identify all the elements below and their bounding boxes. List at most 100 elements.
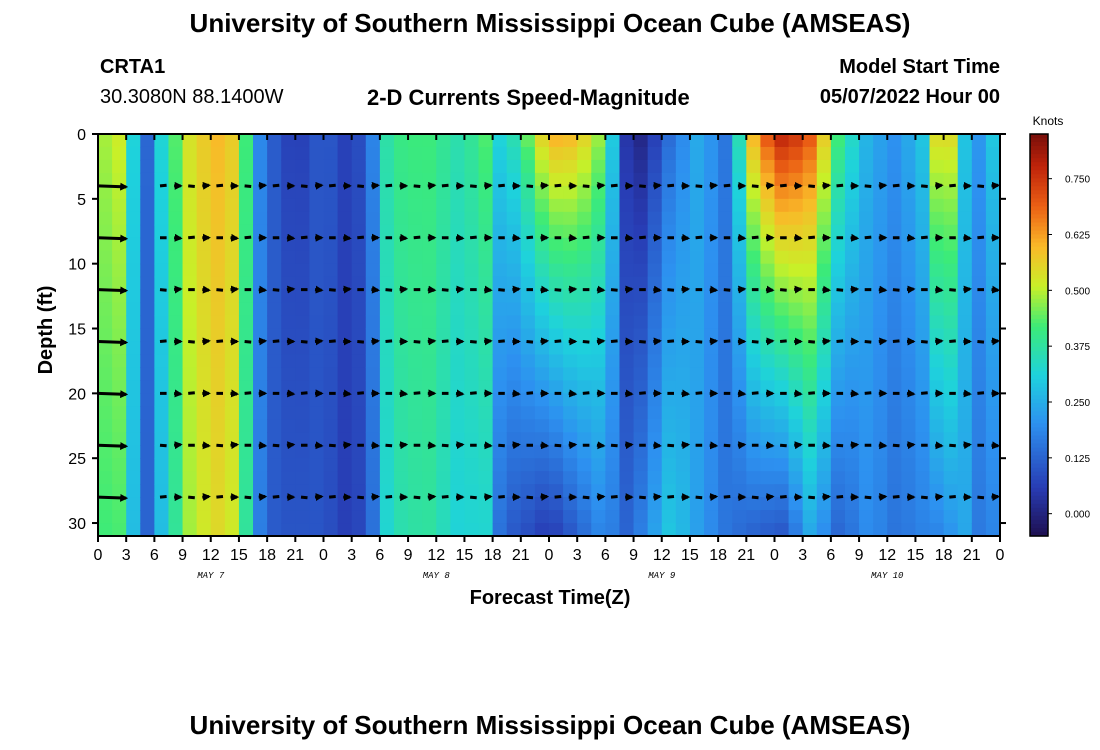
heatmap-cell [112, 471, 127, 485]
heatmap-cell [182, 302, 198, 317]
heatmap-cell [802, 289, 818, 304]
heatmap-cell [844, 380, 860, 394]
heatmap-cell [605, 185, 621, 200]
heatmap-cell [675, 341, 691, 356]
heatmap-cell [704, 406, 719, 420]
current-vector [935, 493, 944, 502]
heatmap-cell [816, 445, 832, 459]
heatmap-cell [98, 289, 113, 304]
current-vector [540, 285, 550, 294]
current-vector [639, 391, 646, 395]
current-vector [582, 391, 590, 395]
heatmap-cell [563, 497, 578, 511]
current-vector [512, 389, 521, 398]
heatmap-cell [746, 211, 761, 226]
heatmap-cell [859, 471, 874, 485]
heatmap-cell [619, 419, 635, 433]
heatmap-cell [281, 289, 296, 304]
current-vector [878, 337, 888, 346]
heatmap-cell [408, 328, 423, 343]
heatmap-cell [760, 276, 776, 291]
heatmap-cell [492, 237, 508, 252]
heatmap-cell [732, 146, 747, 161]
current-vector [399, 233, 409, 242]
heatmap-cell [210, 276, 226, 291]
heatmap-cell [774, 445, 790, 459]
heatmap-cell [379, 367, 395, 381]
heatmap-cell [563, 341, 578, 356]
current-vector [836, 288, 844, 292]
heatmap-cell [295, 523, 310, 537]
heatmap-cell [323, 328, 339, 343]
heatmap-cell [774, 367, 790, 381]
heatmap-cell [408, 523, 423, 537]
current-vector [808, 235, 816, 240]
heatmap-cell [718, 497, 733, 511]
heatmap-cell [281, 393, 296, 407]
heatmap-cell [563, 523, 578, 537]
heatmap-cell [464, 497, 480, 511]
heatmap-cell [126, 250, 141, 265]
heatmap-cell [112, 523, 127, 537]
heatmap-cell [210, 354, 226, 369]
heatmap-cell [436, 198, 451, 213]
heatmap-cell [732, 406, 747, 420]
heatmap-cell [605, 471, 621, 485]
heatmap-cell [506, 471, 522, 485]
colorbar-segment [1030, 270, 1048, 276]
heatmap-cell [633, 224, 649, 239]
heatmap-cell [323, 432, 339, 446]
colorbar-segment [1030, 222, 1048, 228]
heatmap-cell [718, 367, 733, 381]
current-vector [512, 233, 521, 242]
current-vector [765, 493, 775, 502]
heatmap-cell [633, 159, 649, 174]
heatmap-cell [492, 445, 508, 459]
heatmap-cell [633, 419, 649, 433]
heatmap-cell [379, 328, 395, 343]
colorbar-tick-label: 0.500 [1065, 286, 1090, 297]
heatmap-cell [802, 224, 818, 239]
heatmap-cell [478, 211, 494, 226]
heatmap-cell [859, 458, 874, 472]
heatmap-cell [957, 289, 973, 304]
heatmap-cell [718, 328, 733, 343]
x-tick-label: 18 [935, 547, 953, 564]
heatmap-cell [563, 367, 578, 381]
current-vector [610, 288, 618, 292]
heatmap-cell [830, 445, 846, 459]
heatmap-cell [704, 263, 719, 278]
current-vector [526, 235, 534, 240]
heatmap-cell [168, 146, 184, 161]
heatmap-cell [661, 471, 677, 485]
heatmap-cell [901, 302, 917, 317]
heatmap-cell [520, 354, 536, 369]
heatmap-cell [619, 250, 635, 265]
heatmap-cell [689, 302, 705, 317]
heatmap-cell [140, 393, 155, 407]
heatmap-cell [520, 224, 536, 239]
heatmap-cell [98, 237, 113, 252]
heatmap-cell [337, 497, 353, 511]
heatmap-cell [563, 146, 578, 161]
heatmap-cell [506, 393, 522, 407]
heatmap-cell [323, 484, 339, 498]
heatmap-cell [816, 185, 832, 200]
heatmap-cell [281, 445, 296, 459]
heatmap-cell [210, 198, 226, 213]
current-vector [97, 493, 129, 502]
heatmap-cell [605, 484, 621, 498]
current-vector [920, 184, 928, 188]
heatmap-cell [718, 134, 733, 148]
current-vector [681, 389, 691, 398]
heatmap-cell [506, 445, 522, 459]
x-tick-label: 9 [855, 547, 864, 564]
heatmap-cell [506, 406, 522, 420]
heatmap-cell [619, 289, 635, 304]
heatmap-cell [351, 172, 367, 187]
heatmap-cell [844, 497, 860, 511]
current-vector [991, 493, 1001, 502]
heatmap-cell [859, 380, 874, 394]
date-label: MAY 7 [197, 571, 225, 581]
heatmap-cell [591, 315, 606, 330]
